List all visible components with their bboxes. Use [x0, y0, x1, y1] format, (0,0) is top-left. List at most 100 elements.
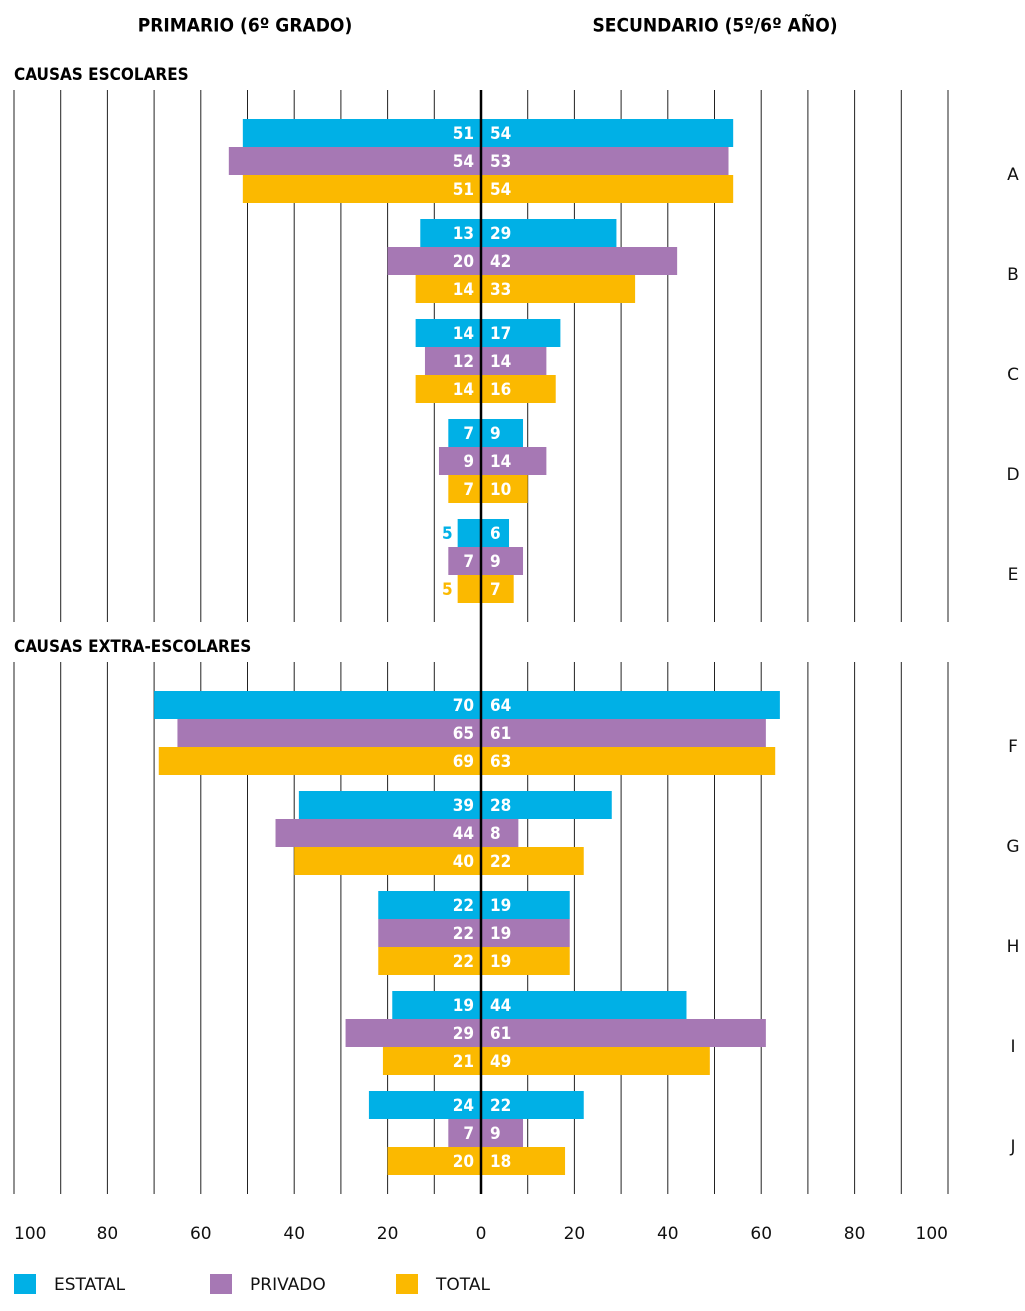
category-label: E [1008, 565, 1019, 585]
value-label: 54 [490, 180, 511, 200]
bar-right [481, 475, 528, 503]
value-label: 7 [463, 1124, 474, 1144]
bar-left [275, 819, 481, 847]
category-label: F [1008, 737, 1018, 757]
bar-left [457, 575, 481, 603]
value-label: 44 [453, 824, 474, 844]
value-label: 7 [463, 552, 474, 572]
bar-left [382, 1047, 481, 1075]
value-label: 33 [490, 280, 511, 300]
x-tick-label: 0 [476, 1224, 487, 1244]
bar-left [177, 719, 481, 747]
value-label: 39 [453, 796, 474, 816]
category-label: H [1007, 937, 1020, 957]
bar-left [415, 275, 481, 303]
category-label: J [1009, 1137, 1015, 1157]
value-label: 49 [490, 1052, 511, 1072]
value-label: 7 [463, 424, 474, 444]
x-tick-label: 60 [750, 1224, 772, 1244]
value-label: 9 [463, 452, 474, 472]
value-label: 13 [453, 224, 474, 244]
value-label: 22 [490, 1096, 511, 1116]
bar-left [345, 1019, 481, 1047]
value-label: 24 [453, 1096, 474, 1116]
bar-right [481, 319, 561, 347]
bar-left [387, 247, 481, 275]
bar-right [481, 991, 687, 1019]
bar-right [481, 947, 570, 975]
bar-right [481, 519, 510, 547]
value-label: 19 [490, 924, 511, 944]
value-label: 14 [490, 452, 511, 472]
group-title: CAUSAS EXTRA-ESCOLARES [14, 637, 251, 657]
bar-left [415, 375, 481, 403]
category-label: D [1006, 465, 1019, 485]
bar-right [481, 1047, 710, 1075]
value-label: 51 [453, 124, 474, 144]
bar-right [481, 447, 547, 475]
bar-left [242, 175, 481, 203]
bar-left [415, 319, 481, 347]
value-label: 40 [453, 852, 474, 872]
x-tick-label: 60 [190, 1224, 212, 1244]
value-label: 28 [490, 796, 511, 816]
bar-right [481, 819, 519, 847]
value-label: 22 [453, 952, 474, 972]
category-label: I [1010, 1037, 1015, 1057]
bar-left [378, 891, 481, 919]
bar-left [392, 991, 481, 1019]
bar-right [481, 919, 570, 947]
bar-left [448, 547, 481, 575]
value-label: 6 [490, 524, 501, 544]
value-label: 8 [490, 824, 501, 844]
value-label: 9 [490, 1124, 501, 1144]
value-label: 65 [453, 724, 474, 744]
legend-label: TOTAL [435, 1275, 490, 1295]
legend-label: PRIVADO [250, 1275, 326, 1295]
bar-right [481, 691, 780, 719]
bar-left [448, 1119, 481, 1147]
value-label: 20 [453, 252, 474, 272]
bar-left [298, 791, 481, 819]
bar-left [294, 847, 481, 875]
x-tick-label: 100 [14, 1224, 46, 1244]
bar-right [481, 247, 678, 275]
bar-left [420, 219, 481, 247]
value-label: 9 [490, 552, 501, 572]
value-label: 21 [453, 1052, 474, 1072]
bar-right [481, 747, 776, 775]
bar-right [481, 419, 524, 447]
bar-right [481, 219, 617, 247]
category-label: B [1007, 265, 1019, 285]
right-title: SECUNDARIO (5º/6º AÑO) [592, 13, 837, 37]
value-label: 19 [453, 996, 474, 1016]
value-label: 7 [463, 480, 474, 500]
bar-right [481, 575, 514, 603]
value-label: 19 [490, 952, 511, 972]
x-tick-label: 40 [283, 1224, 305, 1244]
bar-left [154, 691, 481, 719]
value-label: 22 [453, 924, 474, 944]
value-label: 54 [453, 152, 474, 172]
value-label: 10 [490, 480, 511, 500]
value-label: 22 [490, 852, 511, 872]
value-label: 14 [453, 380, 474, 400]
bar-right [481, 147, 729, 175]
x-tick-label: 20 [564, 1224, 586, 1244]
value-label: 7 [490, 580, 501, 600]
left-title: PRIMARIO (6º GRADO) [138, 15, 353, 37]
bar-right [481, 791, 612, 819]
legend-swatch [396, 1274, 418, 1294]
bar-right [481, 1019, 766, 1047]
value-label: 61 [490, 1024, 511, 1044]
category-label: C [1007, 365, 1019, 385]
bar-left [368, 1091, 481, 1119]
value-label: 69 [453, 752, 474, 772]
value-label: 29 [453, 1024, 474, 1044]
value-label: 16 [490, 380, 511, 400]
bar-right [481, 347, 547, 375]
value-label: 14 [490, 352, 511, 372]
bar-right [481, 1119, 524, 1147]
bar-left [448, 419, 481, 447]
